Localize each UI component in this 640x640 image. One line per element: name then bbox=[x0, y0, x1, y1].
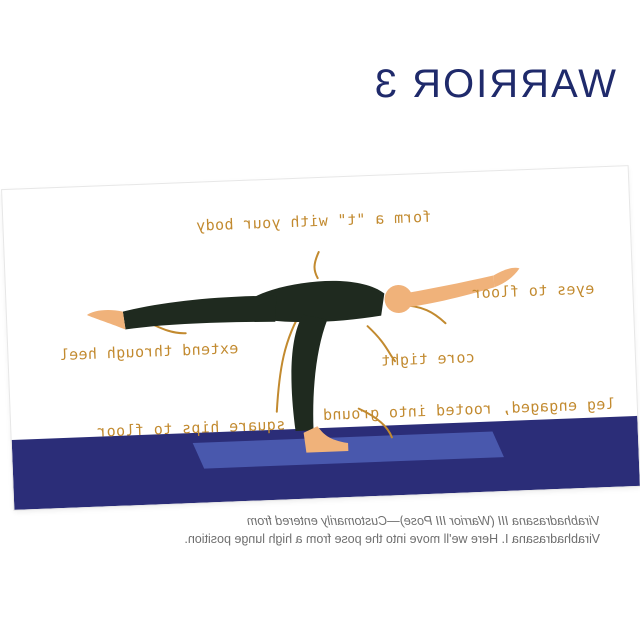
warrior-3-figure bbox=[86, 251, 520, 453]
pose-title: WARRIOR 3 bbox=[372, 62, 616, 106]
core-pointer-line bbox=[366, 325, 396, 363]
caption-line-1-text: Virabhadrasana III (Warrior III Pose)—Cu… bbox=[246, 514, 600, 528]
figure-body bbox=[86, 267, 520, 453]
leg-pointer-line bbox=[357, 407, 393, 439]
t-shape-pointer-line bbox=[313, 251, 320, 280]
caption-line-2: Virabhadrasana I. Here we'll move into t… bbox=[184, 532, 600, 546]
caption-block: Virabhadrasana III (Warrior III Pose)—Cu… bbox=[40, 512, 600, 548]
illustration-card: form a "t" with your body eyes to floor … bbox=[2, 166, 640, 510]
label-core-tight: core tight bbox=[380, 348, 476, 370]
illustration-inner: form a "t" with your body eyes to floor … bbox=[2, 166, 640, 510]
caption-line-1: Virabhadrasana III (Warrior III Pose)—Cu… bbox=[40, 512, 600, 530]
